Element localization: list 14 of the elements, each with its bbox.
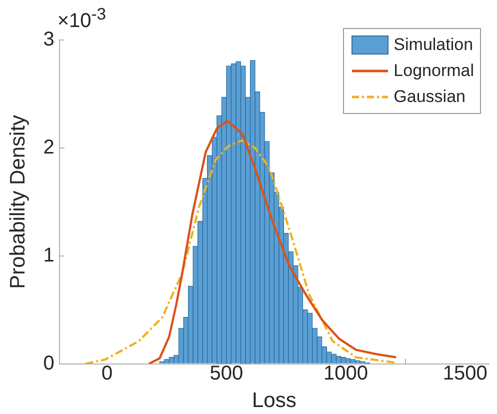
x-axis-title: Loss <box>252 389 296 412</box>
legend-label: Simulation <box>394 35 474 55</box>
y-axis-title: Probability Density <box>6 114 30 289</box>
x-tick-label: 500 <box>210 362 244 384</box>
legend-label: Gaussian <box>394 87 466 107</box>
legend-label: Lognormal <box>394 61 474 81</box>
text: ×10$^{-3}$ <box>57 4 106 32</box>
x-tick-label: 1000 <box>324 362 368 384</box>
y-tick-label: 3 <box>43 28 54 51</box>
y-tick-label: 1 <box>43 244 54 266</box>
line-series <box>84 139 398 364</box>
y-tick-label: 2 <box>43 136 54 158</box>
x-tick-label: 1500 <box>442 362 488 384</box>
x-tick-label: 0 <box>102 362 113 384</box>
